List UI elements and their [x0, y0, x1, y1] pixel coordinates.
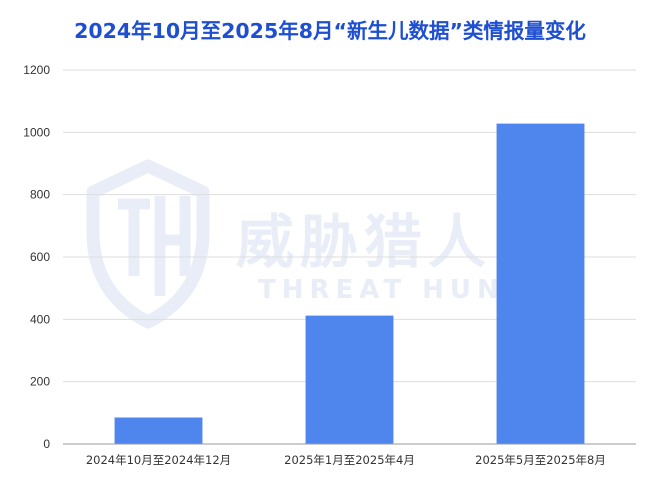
x-tick-label: 2025年5月至2025年8月	[475, 453, 606, 467]
x-tick-label: 2024年10月至2024年12月	[86, 453, 231, 467]
bar	[496, 123, 585, 445]
y-tick-label: 1200	[23, 63, 50, 77]
watermark-logo-text: 威胁猎人	[236, 208, 492, 276]
y-tick-label: 1000	[23, 125, 50, 139]
bar	[305, 315, 394, 444]
y-tick-label: 200	[30, 375, 50, 389]
y-tick-label: 600	[30, 250, 50, 264]
bars	[114, 123, 585, 445]
chart-title: 2024年10月至2025年8月“新生儿数据”类情报量变化	[74, 19, 586, 43]
x-tick-label: 2025年1月至2025年4月	[284, 453, 415, 467]
y-axis: 0 200 400 600 800 1000 1200	[23, 63, 50, 451]
y-tick-label: 800	[30, 188, 50, 202]
shield-logo-icon	[86, 159, 210, 329]
x-axis: 2024年10月至2024年12月 2025年1月至2025年4月 2025年5月至…	[63, 443, 636, 467]
y-tick-label: 0	[43, 437, 50, 451]
bar	[114, 417, 203, 444]
y-tick-label: 400	[30, 312, 50, 326]
